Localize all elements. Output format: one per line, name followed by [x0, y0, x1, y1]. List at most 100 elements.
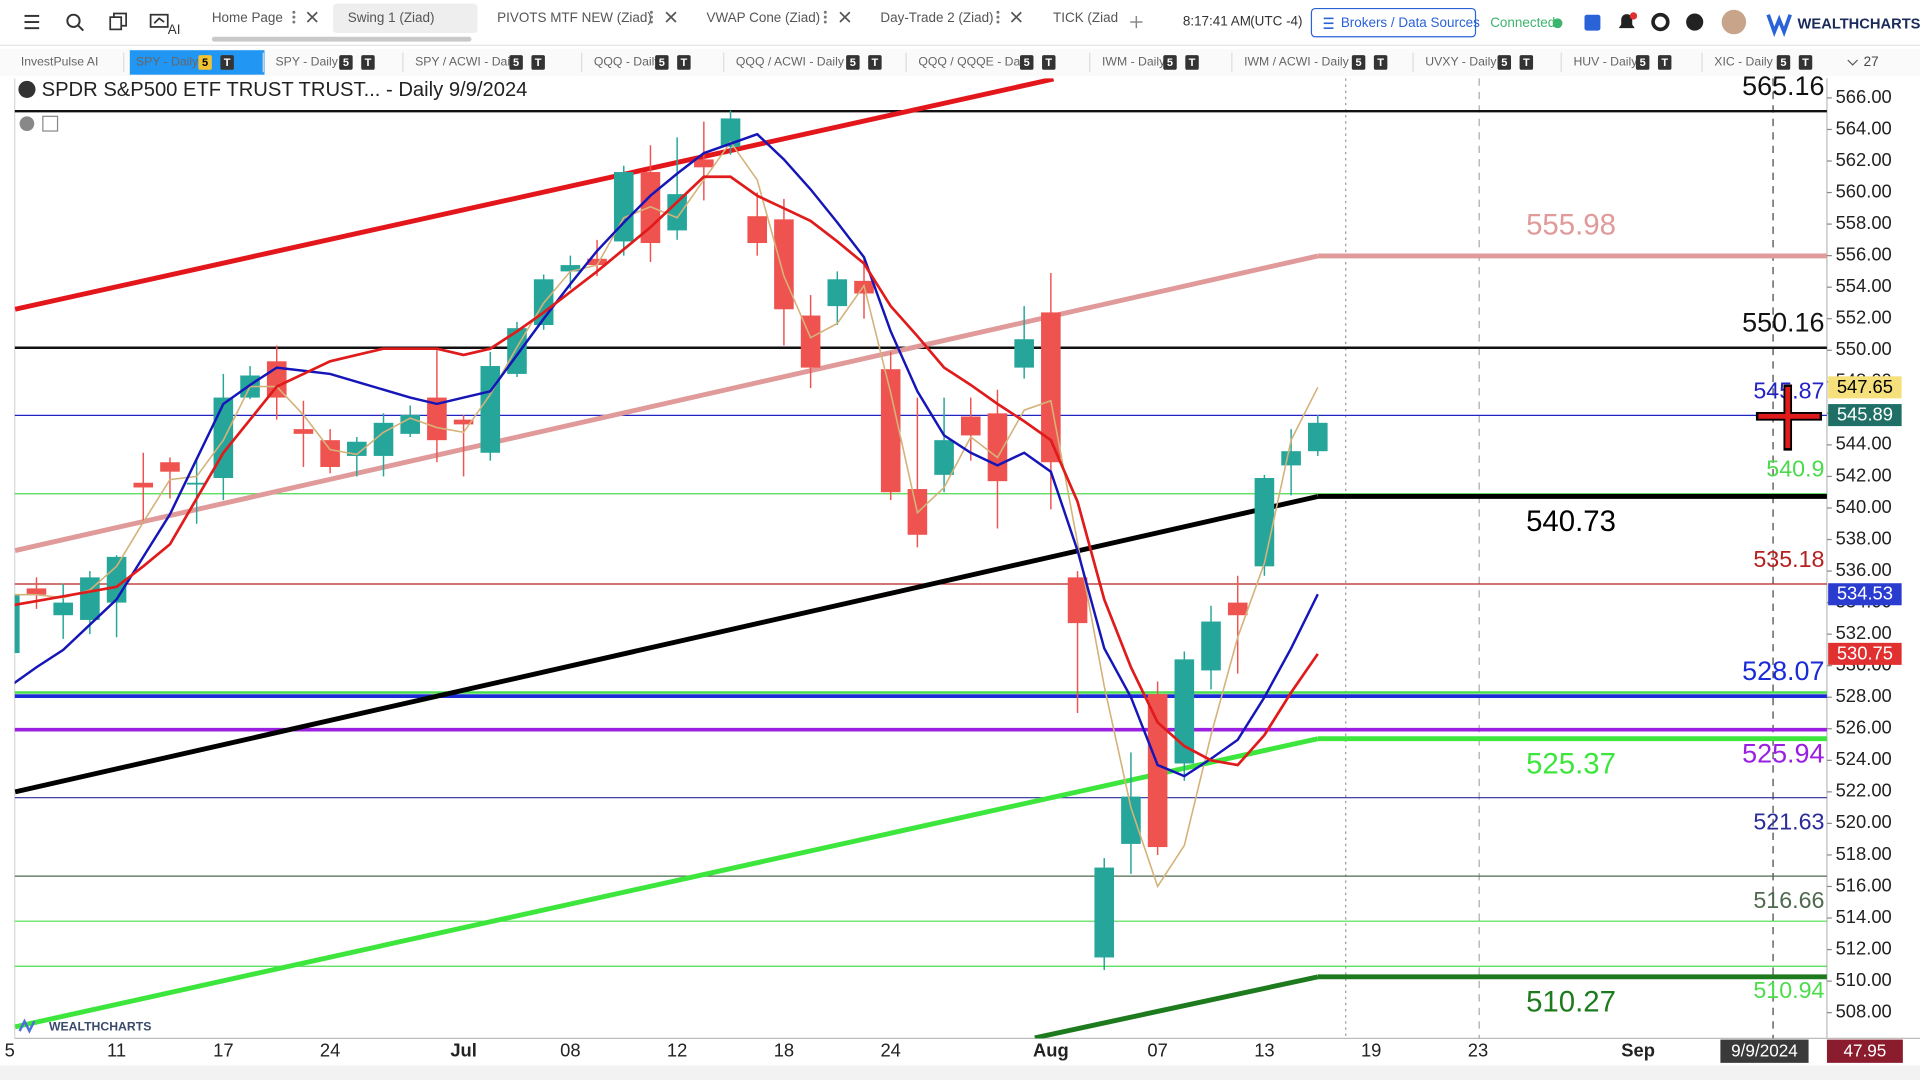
candle-body	[213, 397, 234, 479]
tab-close[interactable]	[839, 11, 851, 23]
brokers-button[interactable]	[1310, 7, 1477, 38]
tab-close[interactable]	[665, 11, 677, 23]
settings-icon[interactable]	[1651, 12, 1670, 32]
price-level-label: 550.16	[1742, 308, 1824, 338]
tab-badge-label: T	[365, 57, 372, 69]
candle-body	[587, 258, 607, 266]
chart-tab[interactable]: XIC - Daily	[1714, 55, 1773, 69]
tab-close[interactable]	[1010, 11, 1022, 23]
tab[interactable]: Home Page	[212, 10, 283, 25]
tab-menu-dot[interactable]	[823, 10, 827, 14]
chart-tab[interactable]: QQQ - Daily	[594, 55, 661, 69]
chart-tab[interactable]: IWM / ACWI - Daily	[1244, 55, 1350, 69]
chart-tab[interactable]: SPY - Daily	[276, 55, 339, 69]
chart-tabs-bg	[0, 48, 1920, 76]
x-tick-label: 08	[560, 1040, 580, 1061]
tab-badge-label: T	[1523, 57, 1530, 69]
tab-badge-label: T	[1045, 57, 1052, 69]
price-tag	[1828, 642, 1902, 665]
tab-badge	[1163, 55, 1177, 70]
status-dot	[1552, 18, 1563, 29]
tool-icon[interactable]	[42, 115, 59, 132]
x-tick-label: 19	[1361, 1040, 1381, 1061]
tab[interactable]: PIVOTS MTF NEW (Ziad)	[497, 10, 652, 25]
cursor	[1755, 384, 1823, 451]
y-tick-label: 526.00	[1836, 717, 1892, 738]
candle-body	[1308, 422, 1328, 452]
x-tick-label: Sep	[1621, 1040, 1655, 1061]
x-tick-label: 23	[1468, 1040, 1488, 1061]
tab-menu-dot[interactable]	[823, 20, 827, 24]
add-tab[interactable]	[1130, 15, 1143, 29]
candle-body	[373, 422, 394, 456]
tab-menu-dot[interactable]	[292, 10, 296, 14]
avatar[interactable]	[1721, 9, 1747, 35]
trend-line	[14, 494, 1319, 795]
chart-tab[interactable]: InvestPulse AI	[21, 55, 99, 69]
chart-tab[interactable]: HUV - Daily	[1573, 55, 1638, 69]
candle-body	[747, 216, 768, 244]
watermark: WEALTHCHARTS	[49, 1020, 151, 1034]
chart-tab[interactable]: UVXY - Daily	[1425, 55, 1497, 69]
scrollbar[interactable]	[0, 1065, 1920, 1080]
candle-body	[1014, 339, 1034, 368]
brand: WEALTHCHARTS	[1798, 16, 1920, 32]
chart-tab[interactable]: IWM - Daily	[1102, 55, 1166, 69]
tab[interactable]: Day-Trade 2 (Ziad)	[880, 10, 993, 25]
tab-menu-dot[interactable]	[996, 20, 1000, 24]
trend-line	[14, 736, 1319, 1030]
tab-icons	[292, 10, 1022, 24]
search-icon[interactable]	[66, 13, 84, 32]
active-chart-tab[interactable]	[129, 50, 265, 75]
tab-menu-dot[interactable]	[649, 10, 653, 14]
candle-body	[1094, 867, 1115, 958]
chart-tab[interactable]: SPY - Daily	[136, 55, 199, 69]
candle-body	[26, 588, 47, 595]
tab-badge-label: T	[224, 57, 231, 69]
tab-menu-dot[interactable]	[996, 15, 1000, 19]
tool-icon[interactable]	[19, 116, 35, 132]
tab-menu-dot[interactable]	[649, 15, 653, 19]
candle-body	[1067, 577, 1088, 624]
ai-icon[interactable]	[149, 13, 169, 28]
menu-icon[interactable]	[24, 14, 40, 30]
moving-average	[14, 132, 1319, 778]
tab-close[interactable]	[306, 11, 318, 23]
labels: 566.00 564.00 562.00 560.00 558.00 556.00 554.…	[5, 71, 1902, 1061]
save-icon[interactable]	[1584, 14, 1601, 31]
cursor-date-tag	[1720, 1039, 1809, 1063]
candle-body	[1201, 621, 1221, 671]
tab-menu-dot[interactable]	[292, 20, 296, 24]
y-tick-label: 550.00	[1836, 338, 1892, 359]
tab-menu-dot[interactable]	[292, 15, 296, 19]
active-tab-bg	[333, 3, 478, 34]
chart-tab[interactable]: QQQ / QQQE - Daily	[918, 55, 1032, 69]
y-tick-label: 542.00	[1836, 464, 1892, 485]
candle-body	[987, 413, 1008, 482]
trend-label: 555.98	[1526, 208, 1616, 241]
cursor-date: 9/9/2024	[1731, 1040, 1798, 1060]
y-tick-label: 560.00	[1836, 180, 1892, 201]
tab[interactable]: VWAP Cone (Ziad)	[707, 10, 821, 25]
tabs-dropdown[interactable]	[1847, 59, 1858, 66]
chart-tab[interactable]: QQQ / ACWI - Daily	[736, 55, 845, 69]
trend-line	[14, 253, 1319, 553]
chart-tab[interactable]: SPY / ACWI - Daily	[415, 55, 520, 69]
tab[interactable]: Swing 1 (Ziad)	[348, 10, 435, 25]
tab-menu-dot[interactable]	[996, 10, 1000, 14]
candle-body	[613, 172, 634, 242]
y-tick-label: 536.00	[1836, 559, 1892, 580]
tab-menu-dot[interactable]	[823, 15, 827, 19]
candle-body	[774, 219, 794, 310]
tab-menu-dot[interactable]	[649, 20, 653, 24]
trend-label: 525.37	[1526, 747, 1616, 780]
tab[interactable]: TICK (Ziad	[1053, 10, 1118, 25]
tab-badge-label: 5	[1501, 57, 1507, 69]
candle-body	[160, 462, 180, 472]
help-icon[interactable]	[1686, 13, 1704, 31]
tab-badge	[1657, 55, 1672, 70]
layout-icon[interactable]	[109, 12, 127, 31]
